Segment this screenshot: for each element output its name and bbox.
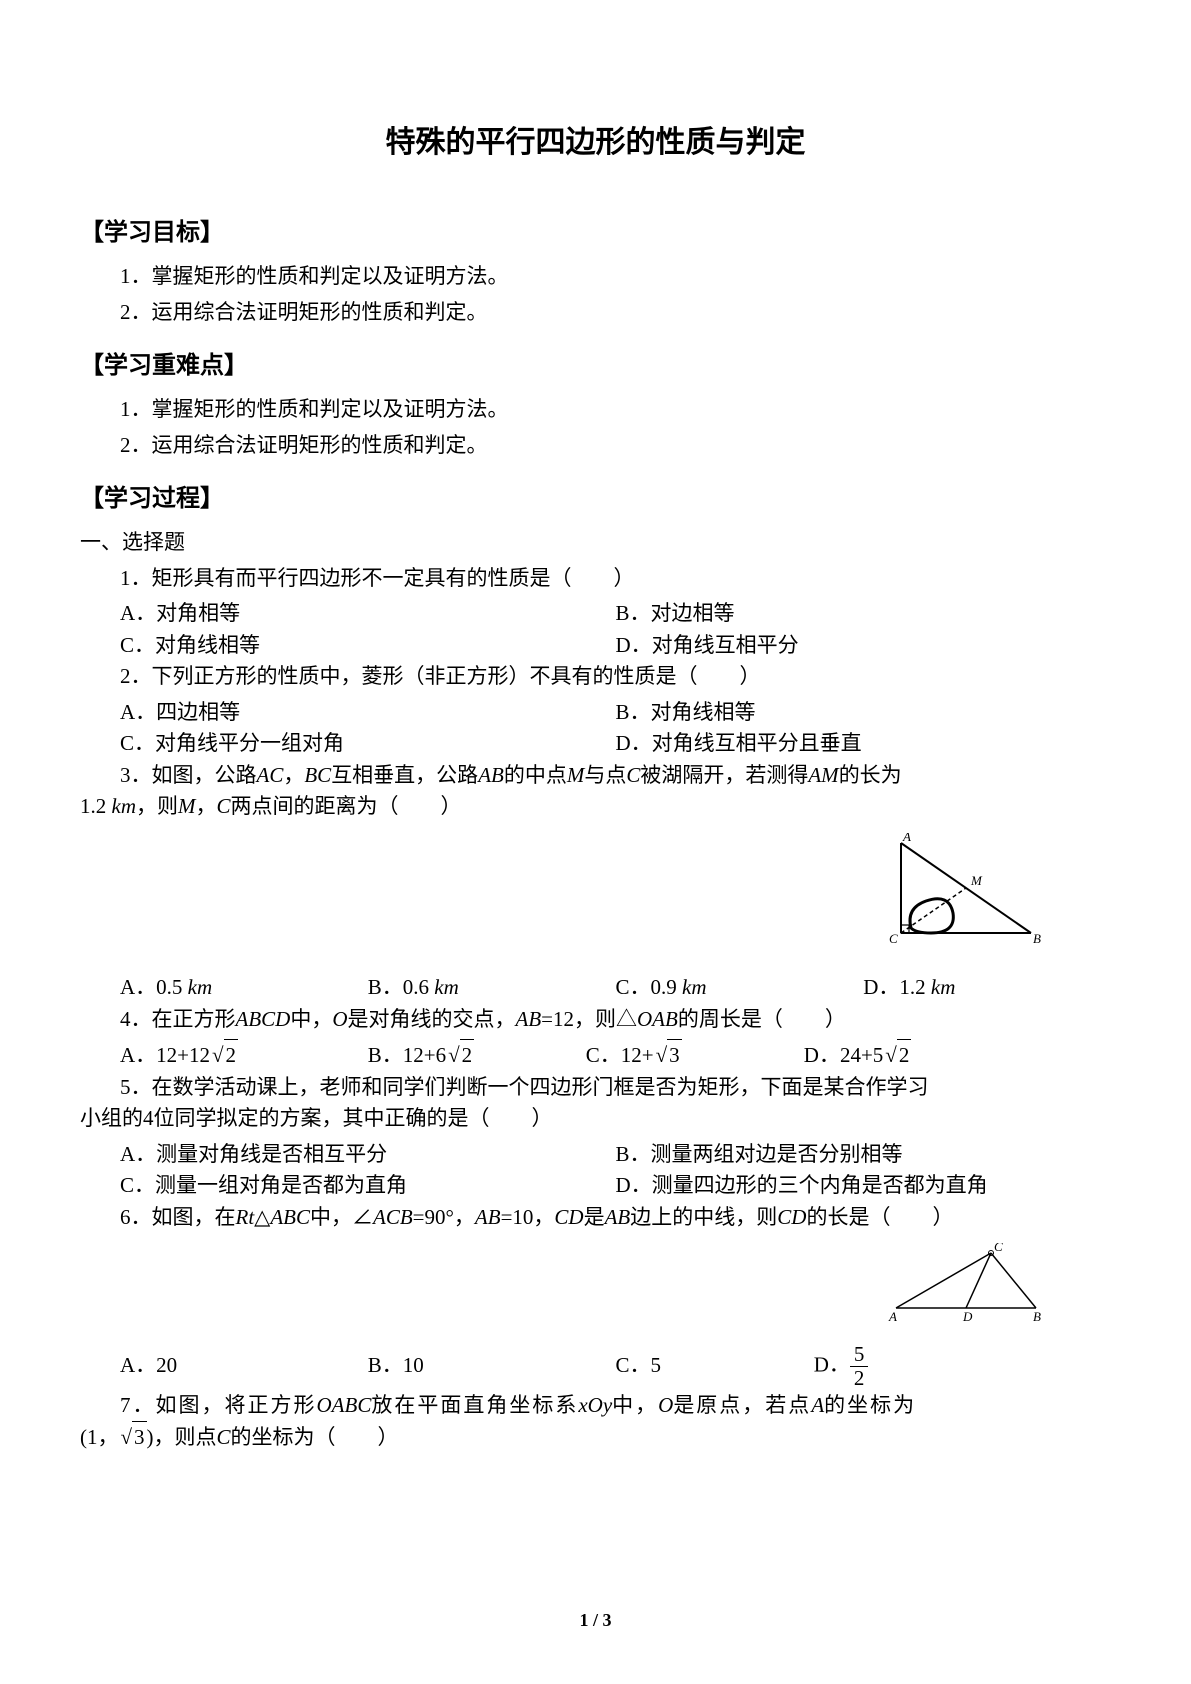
q3-t: 的中点 <box>504 763 567 787</box>
q3-figure: A M C B <box>80 833 1111 963</box>
q4-opt-d: D．24+52 <box>804 1039 1052 1072</box>
svg-text:A: A <box>888 1309 897 1323</box>
q3-opt-c: C．0.9 km <box>616 972 864 1004</box>
svg-text:C: C <box>889 931 898 946</box>
q7-prompt: 7．如图，将正方形OABC放在平面直角坐标系xOy中，O是原点，若点A的坐标为 … <box>80 1390 1111 1454</box>
goal-item: 2．运用综合法证明矩形的性质和判定。 <box>80 297 1111 329</box>
q2-opt-b: B．对角线相等 <box>616 697 1112 729</box>
q6-opt-c: C．5 <box>616 1350 814 1382</box>
q3-ac: AC <box>257 763 284 787</box>
svg-text:B: B <box>1033 1309 1041 1323</box>
q1-options: A．对角相等 B．对边相等 C．对角线相等 D．对角线互相平分 <box>80 598 1111 661</box>
q3-dist: 1.2 <box>80 794 106 818</box>
q1-opt-d: D．对角线互相平分 <box>616 630 1112 662</box>
q3-opt-d: D．1.2 km <box>863 972 1111 1004</box>
q3-m2: M <box>178 794 196 818</box>
q1-opt-b: B．对边相等 <box>616 598 1112 630</box>
triangle-median-icon: A D B C <box>881 1243 1051 1323</box>
q3-tail: 两点间的距离为（ ） <box>231 794 462 818</box>
q3-unit: km <box>112 794 137 818</box>
diff-item: 1．掌握矩形的性质和判定以及证明方法。 <box>80 394 1111 426</box>
q5-opt-b: B．测量两组对边是否分别相等 <box>616 1139 1112 1171</box>
section-diff-header: 【学习重难点】 <box>80 348 1111 384</box>
q2-opt-a: A．四边相等 <box>120 697 616 729</box>
q5-prompt: 5．在数学活动课上，老师和同学们判断一个四边形门框是否为矩形，下面是某合作学习 … <box>80 1072 1111 1135</box>
q3-options: A．0.5 km B．0.6 km C．0.9 km D．1.2 km <box>80 972 1111 1004</box>
svg-text:B: B <box>1033 931 1041 946</box>
q3-t: ，则 <box>136 794 178 818</box>
q5-options: A．测量对角线是否相互平分 B．测量两组对边是否分别相等 C．测量一组对角是否都… <box>80 1139 1111 1202</box>
svg-text:C: C <box>994 1243 1003 1254</box>
diff-item: 2．运用综合法证明矩形的性质和判定。 <box>80 430 1111 462</box>
triangle-diagram-icon: A M C B <box>881 833 1051 953</box>
q3-ab: AB <box>478 763 504 787</box>
q3-t: 与点 <box>584 763 626 787</box>
q3-am: AM <box>808 763 838 787</box>
q2-opt-c: C．对角线平分一组对角 <box>120 728 616 760</box>
q6-figure: A D B C <box>80 1243 1111 1333</box>
q3-opt-b: B．0.6 km <box>368 972 616 1004</box>
q4-options: A．12+122 B．12+62 C．12+3 D．24+52 <box>80 1039 1111 1072</box>
q2-prompt: 2．下列正方形的性质中，菱形（非正方形）不具有的性质是（ ） <box>80 661 1111 693</box>
section-process-header: 【学习过程】 <box>80 481 1111 517</box>
q6-opt-d: D．52 <box>814 1343 1062 1390</box>
q6-opt-a: A．20 <box>120 1350 368 1382</box>
page-number: 1 / 3 <box>0 1607 1191 1634</box>
q5-opt-a: A．测量对角线是否相互平分 <box>120 1139 616 1171</box>
q6-pre: 6．如图，在 <box>80 1205 236 1229</box>
q4-opt-b: B．12+62 <box>368 1039 586 1072</box>
q3-m: M <box>567 763 585 787</box>
q2-options: A．四边相等 B．对角线相等 C．对角线平分一组对角 D．对角线互相平分且垂直 <box>80 697 1111 760</box>
q3-t: 互相垂直，公路 <box>331 763 478 787</box>
svg-text:M: M <box>970 873 983 888</box>
q3-t: ， <box>283 763 304 787</box>
q3-pre: 3．如图，公路 <box>80 763 257 787</box>
q6-options: A．20 B．10 C．5 D．52 <box>80 1343 1111 1390</box>
q3-bc: BC <box>304 763 331 787</box>
q3-c2: C <box>217 794 231 818</box>
q3-t: ， <box>196 794 217 818</box>
q5-opt-d: D．测量四边形的三个内角是否都为直角 <box>616 1170 1112 1202</box>
q1-prompt: 1．矩形具有而平行四边形不一定具有的性质是（ ） <box>80 563 1111 595</box>
q6-opt-b: B．10 <box>368 1350 616 1382</box>
q3-opt-a: A．0.5 km <box>120 972 368 1004</box>
q3-t: 被湖隔开，若测得 <box>640 763 808 787</box>
q1-opt-a: A．对角相等 <box>120 598 616 630</box>
q1-opt-c: C．对角线相等 <box>120 630 616 662</box>
q2-opt-d: D．对角线互相平分且垂直 <box>616 728 1112 760</box>
subsection-header: 一、选择题 <box>80 527 1111 559</box>
svg-text:A: A <box>902 833 911 844</box>
goal-item: 1．掌握矩形的性质和判定以及证明方法。 <box>80 261 1111 293</box>
q4-prompt: 4．在正方形ABCD中，O是对角线的交点，AB=12，则△OAB的周长是（ ） <box>80 1004 1111 1036</box>
q3-prompt: 3．如图，公路AC，BC互相垂直，公路AB的中点M与点C被湖隔开，若测得AM的长… <box>80 760 1111 823</box>
svg-text:D: D <box>962 1309 973 1323</box>
q5-opt-c: C．测量一组对角是否都为直角 <box>120 1170 616 1202</box>
page-title: 特殊的平行四边形的性质与判定 <box>80 120 1111 165</box>
q4-opt-c: C．12+3 <box>586 1039 804 1072</box>
q3-c: C <box>626 763 640 787</box>
q3-t: 的长为 <box>839 763 902 787</box>
q4-opt-a: A．12+122 <box>120 1039 368 1072</box>
section-goals-header: 【学习目标】 <box>80 215 1111 251</box>
